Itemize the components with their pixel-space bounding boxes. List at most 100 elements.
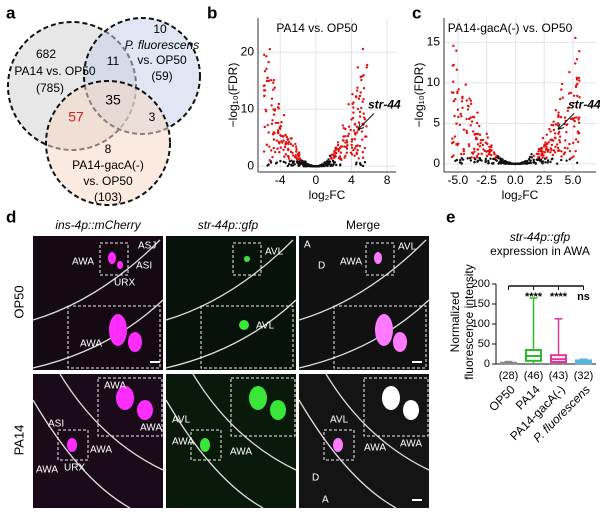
scatter-dot: [464, 83, 467, 86]
neuron-label: AWA: [364, 443, 386, 454]
scatter-dot: [566, 147, 569, 150]
scatter-dot: [551, 153, 555, 157]
x-axis-label: log₂FC: [309, 188, 346, 202]
scatter-dot: [576, 94, 579, 98]
scatter-dot: [537, 147, 541, 151]
scatter-dot: [272, 146, 275, 150]
scatter-dot: [296, 161, 300, 164]
scatter-dot: [332, 153, 335, 156]
scatter-dot: [298, 164, 301, 167]
scatter-dot: [312, 165, 315, 168]
scatter-dot: [285, 135, 288, 139]
scatter-dot: [453, 135, 457, 138]
venn-total: (59): [151, 69, 172, 83]
scatter-dot: [543, 150, 546, 154]
scatter-dot: [558, 141, 562, 144]
scatter-dot: [578, 79, 581, 82]
scatter-dot: [542, 145, 546, 148]
scatter-dot: [263, 89, 267, 92]
y-tick-label: 50: [478, 338, 490, 350]
scatter-dot: [358, 144, 362, 148]
scatter-dot: [562, 153, 566, 156]
scatter-dot: [338, 146, 342, 149]
scatter-dot: [477, 152, 480, 156]
scatter-dot: [293, 163, 296, 166]
scatter-dot: [345, 141, 349, 144]
venn-circle: [45, 80, 171, 206]
scatter-dot: [282, 113, 286, 117]
scatter-dot: [461, 106, 464, 109]
scatter-dot: [452, 154, 455, 157]
neuron: [333, 438, 343, 452]
scatter-dot: [478, 133, 482, 136]
scatter-dot: [489, 150, 492, 153]
venn-count: 3: [149, 110, 156, 124]
scatter-dot: [545, 145, 548, 148]
scatter-dot: [294, 142, 297, 146]
scatter-dot: [275, 139, 279, 142]
scatter-dot: [550, 143, 554, 147]
neuron: [239, 320, 249, 330]
scatter-dot: [353, 147, 357, 150]
neuron: [374, 252, 382, 264]
scatter-dot: [493, 153, 496, 156]
scatter-dot: [535, 152, 539, 156]
scatter-dot: [343, 156, 346, 159]
scatter-dot: [357, 97, 361, 100]
scatter-dot: [476, 148, 480, 151]
scatter-dot: [569, 117, 573, 121]
scatter-dot: [487, 162, 490, 165]
neuron-signals: [67, 252, 419, 452]
micrographs: ASJ AWA ASI URX AWA AVL AVL A D AWA AVL …: [32, 236, 430, 509]
scatter-dot: [541, 162, 544, 165]
neuron: [116, 386, 134, 410]
neuron-label: AWA: [230, 447, 252, 458]
scatter-dot: [272, 78, 276, 82]
scatter-dot: [470, 156, 473, 159]
annotation-arrow: [557, 113, 575, 130]
scatter-dot: [556, 122, 560, 125]
venn-count: 8: [105, 142, 112, 156]
scatter-dot: [556, 149, 560, 152]
scatter-dot: [281, 141, 284, 144]
scatter-dot: [455, 122, 458, 125]
scatter-dot: [358, 115, 362, 118]
venn-set-name: PA14-gacA(-): [72, 158, 144, 172]
scatter-dot: [351, 93, 354, 96]
scatter-dot: [523, 161, 526, 164]
scatter-dot: [356, 66, 360, 69]
panel-letter: b: [207, 3, 217, 22]
scatter-dot: [344, 154, 347, 158]
scatter-dot: [361, 150, 365, 154]
scatter-dot: [532, 161, 535, 164]
scatter-dot: [469, 124, 472, 127]
venn-set-name: vs. OP50: [83, 174, 133, 188]
scatter-dot: [560, 155, 563, 158]
scatter-dot: [550, 123, 553, 127]
neuron-label: AWA: [80, 339, 102, 350]
scatter-dot: [577, 121, 581, 124]
neuron-label: A: [322, 495, 329, 506]
scatter-dot: [542, 154, 545, 157]
neuron-label: AVL: [256, 321, 275, 332]
worm-outline: [165, 373, 297, 509]
scatter-dot: [265, 79, 269, 83]
volcano-plot: -4 0 4 8 0 10 20 PA14 vs. OP50 log₂FC −log₁₀(FDR)…: [226, 18, 401, 202]
scatter-dot: [501, 158, 504, 161]
scatter-dot: [294, 145, 298, 148]
scatter-dot: [454, 159, 457, 163]
scatter-dot: [517, 162, 520, 165]
inset-box: [190, 429, 222, 461]
neuron-label: AVL: [265, 247, 284, 258]
scatter-dot: [323, 161, 327, 164]
scatter-dot: [353, 131, 357, 135]
scatter-dot: [360, 106, 363, 110]
x-tick-label: 5.0: [565, 173, 582, 187]
scatter-dot: [540, 148, 543, 152]
y-tick-label: 0: [484, 358, 490, 370]
scatter-dot: [289, 150, 293, 154]
scatter-dot: [274, 121, 278, 125]
scatter-dot: [284, 153, 287, 156]
neuron: [403, 400, 419, 420]
